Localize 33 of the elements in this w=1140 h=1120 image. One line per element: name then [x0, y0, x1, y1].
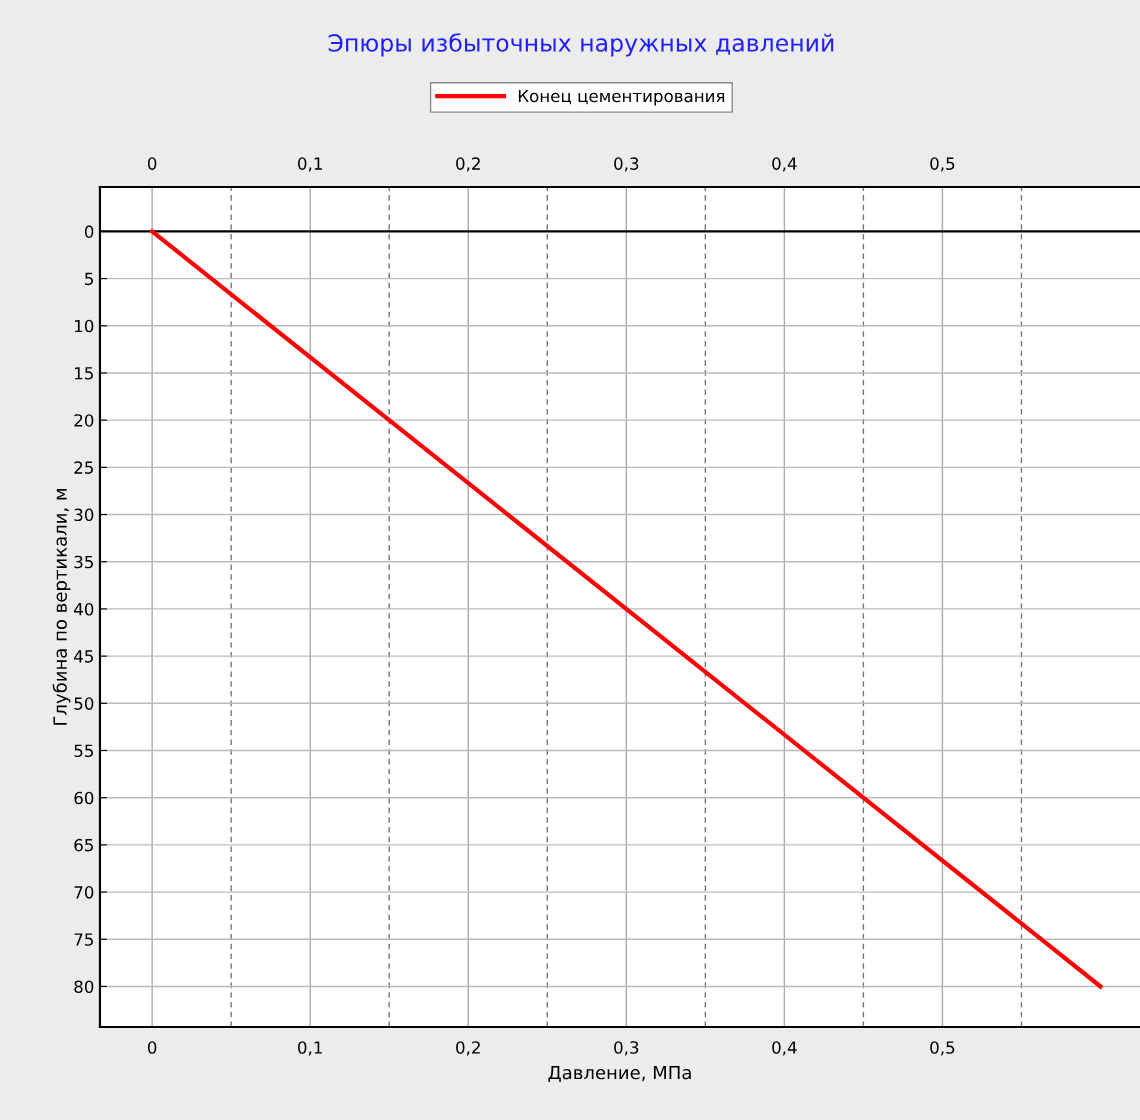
y-tick-label: 55: [74, 744, 93, 758]
chart-title: Эпюры избыточных наружных давлений: [328, 33, 834, 57]
x-tick-label: 0,5: [930, 1041, 955, 1056]
y-tick-label: 5: [85, 272, 93, 286]
y-tick-label: 45: [74, 650, 93, 663]
y-tick-label: 60: [74, 791, 94, 805]
x-axis-title: Давление, МПа: [548, 1065, 691, 1082]
y-tick-label: 10: [75, 319, 94, 333]
y-axis-title: Глубина по вертикали, м: [52, 489, 71, 725]
x-tick-label: 0,4: [772, 1041, 797, 1056]
x2-tick-label: 0,4: [772, 157, 797, 172]
x-tick-label: 0: [147, 1041, 157, 1054]
y-tick-label: 40: [74, 602, 94, 616]
y-tick-label: 25: [74, 461, 93, 474]
y-tick-label: 80: [74, 980, 94, 994]
y-tick-label: 20: [74, 414, 94, 427]
y-tick-label: 0: [84, 225, 94, 238]
x2-tick-label: 0,5: [930, 157, 955, 172]
y-tick-label: 50: [74, 697, 94, 710]
x-tick-label: 0,3: [614, 1041, 639, 1056]
x2-tick-label: 0: [147, 157, 157, 170]
legend-label: Конец цементирования: [518, 89, 725, 106]
y-tick-label: 15: [75, 367, 93, 380]
y-tick-label: 75: [74, 933, 93, 946]
y-tick-label: 35: [74, 555, 93, 569]
x2-tick-label: 0,2: [456, 157, 480, 172]
x2-tick-label: 0,3: [614, 157, 639, 172]
y-tick-label: 30: [74, 508, 94, 522]
y-tick-label: 70: [74, 886, 94, 899]
x2-tick-label: 0,1: [298, 157, 322, 172]
x-tick-label: 0,2: [456, 1041, 480, 1056]
y-tick-label: 65: [74, 838, 93, 852]
x-tick-label: 0,1: [298, 1041, 322, 1056]
